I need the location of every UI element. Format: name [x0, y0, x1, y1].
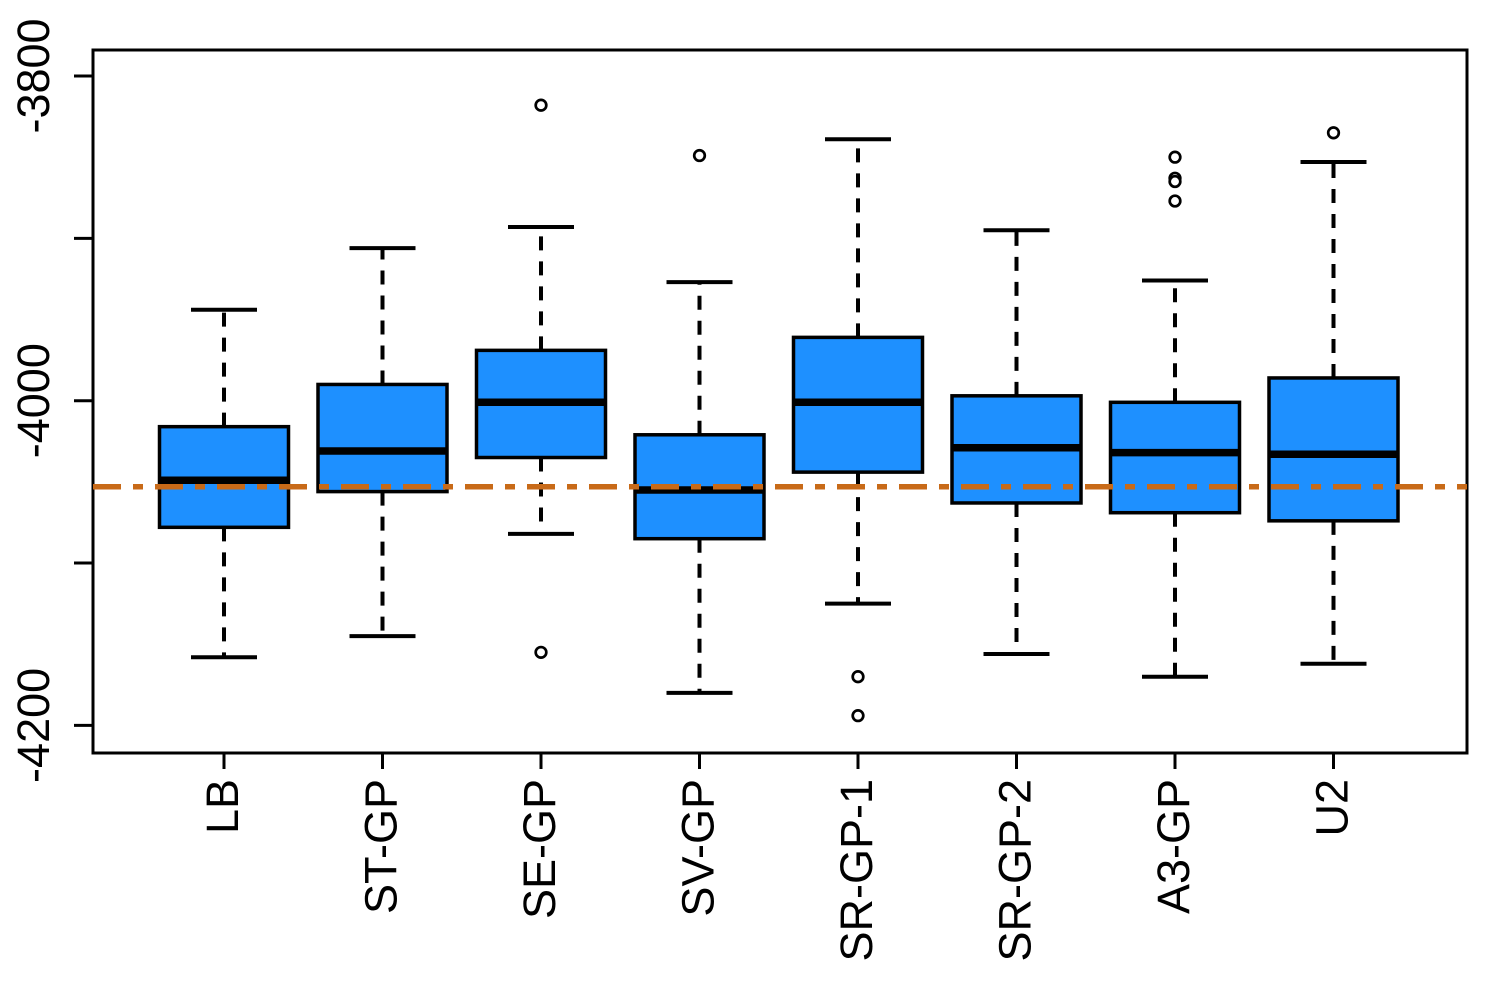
x-tick-label-sv-gp: SV-GP — [673, 779, 724, 917]
x-tick-label-lb: LB — [197, 779, 248, 834]
iqr-box — [1267, 376, 1400, 523]
y-tick-label: -3800 — [8, 18, 59, 133]
boxplot-group-sv-gp — [633, 148, 766, 695]
outlier-point — [851, 709, 865, 723]
outlier-point — [1168, 150, 1182, 164]
x-tick-label-sr-gp-2: SR-GP-2 — [990, 779, 1041, 962]
boxplot-group-lb — [157, 307, 291, 660]
outlier-point — [534, 98, 548, 112]
x-tick-label-sr-gp-1: SR-GP-1 — [831, 779, 882, 962]
boxplot-group-sr-gp-1 — [791, 137, 925, 723]
boxplot-group-st-gp — [316, 246, 449, 639]
outlier-point — [1326, 126, 1341, 140]
boxplot-group-a3-gp — [1108, 150, 1242, 679]
outlier-point — [534, 645, 548, 659]
boxplot-group-se-gp — [474, 98, 608, 659]
x-tick-label-se-gp: SE-GP — [514, 779, 565, 919]
y-tick-label: -4200 — [8, 668, 59, 783]
plot-border — [91, 48, 1469, 755]
iqr-box — [316, 382, 449, 494]
outlier-point — [1168, 174, 1182, 189]
boxplot-group-sr-gp-2 — [950, 228, 1083, 656]
outlier-point — [692, 148, 707, 163]
boxplot-group-u2 — [1267, 126, 1400, 666]
iqr-box — [1108, 400, 1242, 515]
outlier-point — [851, 670, 865, 684]
x-tick-label-a3-gp: A3-GP — [1148, 779, 1199, 914]
y-tick-label: -4000 — [8, 343, 59, 458]
outlier-point — [1168, 194, 1182, 208]
x-tick-label-st-gp: ST-GP — [356, 779, 407, 914]
x-tick-label-u2: U2 — [1307, 779, 1358, 837]
